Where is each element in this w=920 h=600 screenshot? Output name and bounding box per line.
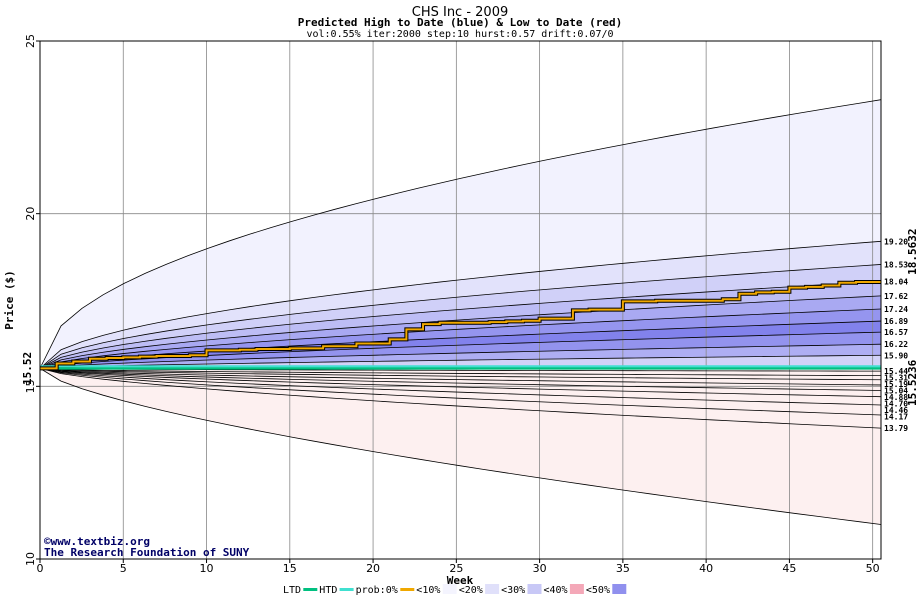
right-label-0: 19.20 [884,237,908,246]
high-band-boundary-9 [39,354,882,369]
right-label-6: 16.57 [884,328,908,337]
low-band-9 [40,368,881,525]
high-band-boundary-0 [39,99,882,369]
high-band-boundary-4 [39,295,882,369]
x-tick-label-0: 0 [37,562,44,575]
right-label-14: 14.70 [884,400,908,409]
x-axis-label: Week [447,574,474,587]
high-band-boundary-3 [39,280,882,369]
legend-swatch-6 [569,584,584,594]
y-axis-label: Price ($) [3,270,16,330]
legend-swatch-4 [485,584,500,594]
legend-label-7: <50% [586,585,610,596]
high-band-boundary-8 [39,343,882,369]
high-band-7 [40,332,881,369]
axis-ticks: 0 5 10 15 20 25 30 35 40 45 50 10 15 20 25 15.52 [21,34,880,575]
right-label-7: 16.22 [884,340,908,349]
y-tick-label-15: 15 [24,379,37,393]
right-label-4: 17.24 [884,305,908,314]
x-tick-label-50: 50 [866,562,880,575]
right-label-15: 14.46 [884,406,908,415]
high-band-9 [40,355,881,369]
right-label-5: 16.89 [884,317,908,326]
low-band-boundary-9 [39,368,882,525]
high-band-0 [40,99,881,369]
y-tick-label-10: 10 [24,552,37,566]
legend-label-4: <20% [459,585,483,596]
legend-swatch-7 [612,584,627,594]
x-tick-label-20: 20 [366,562,380,575]
legend-swatch-3 [442,584,457,594]
probability-bands [40,99,881,525]
right-label-10: 15.31 [884,374,908,383]
right-label-12: 15.04 [884,387,908,396]
high-band-boundary-6 [39,320,882,369]
legend-label-2: prob:0% [356,585,398,596]
x-tick-label-30: 30 [533,562,547,575]
legend-swatch-2 [400,588,415,591]
low-band-boundary-4 [39,367,882,391]
grid-lines [40,41,881,559]
high-band-3 [40,281,881,369]
x-tick-label-40: 40 [699,562,713,575]
legend-swatch-0 [303,588,318,591]
low-band-boundary-7 [39,367,882,416]
legend-label-5: <30% [501,585,525,596]
right-label-13: 14.88 [884,393,908,402]
legend: LTD HTD prob:0% <10% <20% <30% <40% <50% [283,584,627,596]
chart-title: CHS Inc - 2009 [412,5,509,20]
x-tick-label-25: 25 [449,562,463,575]
x-tick-label-15: 15 [283,562,297,575]
low-band-boundary-6 [39,367,882,406]
high-band-2 [40,264,881,369]
legend-label-6: <40% [544,585,568,596]
plot-frame [39,40,882,560]
legend-label-1: HTD [319,585,337,596]
high-band-1 [40,241,881,369]
right-label-16: 14.17 [884,413,908,422]
x-tick-label-45: 45 [782,562,796,575]
low-band-boundary-3 [39,367,882,386]
y-tick-label-20: 20 [24,207,37,221]
htd-value-label: 15.5236 [906,359,919,406]
right-label-1: 18.53 [884,260,908,269]
chart-params: vol:0.55% iter:2000 step:10 hurst:0.57 d… [306,29,613,40]
right-label-3: 17.62 [884,292,908,301]
chart-subtitle: Predicted High to Date (blue) & Low to D… [298,16,623,29]
high-band-boundary-5 [39,308,882,369]
low-band-boundary-2 [39,367,882,381]
right-label-11: 15.19 [884,380,908,389]
x-tick-label-35: 35 [616,562,630,575]
legend-swatch-5 [527,584,542,594]
legend-swatch-1 [339,588,354,591]
low-band-boundary-1 [39,367,882,377]
high-band-5 [40,308,881,369]
low-band-boundary-8 [39,367,882,429]
y-tick-label-25: 25 [24,34,37,48]
right-band-labels: 19.20 18.53 18.04 17.62 17.24 16.89 16.57 16.22… [884,228,919,433]
right-label-8: 15.90 [884,351,908,360]
start-price-label: 15.52 [21,352,34,385]
high-band-4 [40,295,881,369]
x-tick-label-5: 5 [120,562,127,575]
high-band-boundary-1 [39,240,882,369]
legend-label-3: <10% [416,585,440,596]
right-label-2: 18.04 [884,277,908,286]
low-band-boundary-5 [39,367,882,398]
credit-line-2: The Research Foundation of SUNY [44,546,250,559]
current-value-label: 18.5632 [906,228,919,274]
credit-line-1: ©www.textbiz.org [44,535,150,548]
right-label-17: 13.79 [884,424,908,433]
series-lines [40,280,881,371]
htd-series-line [40,281,881,370]
x-tick-label-10: 10 [200,562,214,575]
high-band-boundary-2 [39,264,882,369]
right-label-9: 15.44 [884,367,908,376]
legend-label-0: LTD [283,585,301,596]
high-band-8 [40,344,881,369]
